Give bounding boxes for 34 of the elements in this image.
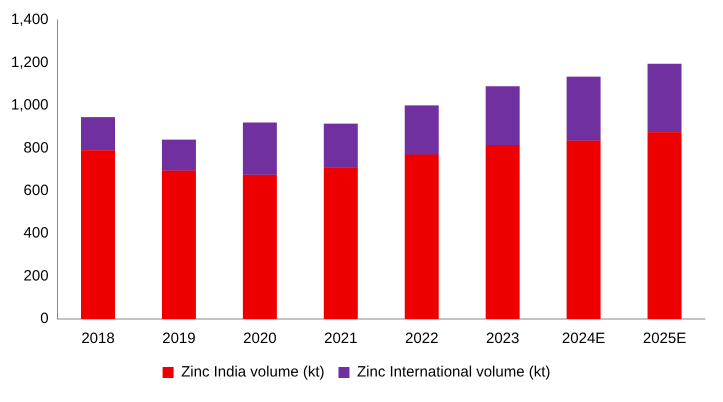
y-tick-label: 1,200 [10, 54, 49, 71]
bar [404, 105, 439, 155]
bar [404, 154, 439, 319]
y-tick-label: 200 [24, 267, 49, 284]
bar [242, 174, 277, 319]
bar [486, 144, 520, 319]
y-tick-label: 600 [24, 182, 49, 199]
bar [648, 64, 682, 132]
y-tick-label: 1,400 [10, 11, 49, 28]
x-tick-label: 2018 [81, 330, 115, 348]
bar [324, 167, 358, 319]
bar [81, 117, 115, 150]
bar [242, 122, 277, 175]
x-tick-label: 2020 [243, 330, 277, 348]
y-tick-label: 800 [24, 139, 49, 156]
bar [162, 140, 196, 171]
bar [648, 132, 682, 319]
bar [162, 170, 196, 319]
y-tick-label: 400 [24, 224, 49, 242]
y-tick-label: 1,000 [10, 96, 49, 114]
bar [566, 76, 601, 141]
bar [81, 150, 115, 319]
x-tick-label: 2019 [162, 330, 196, 348]
x-tick-label: 2024E [562, 330, 606, 348]
x-tick-label: 2025E [642, 330, 686, 348]
y-tick-label: 0 [40, 310, 49, 328]
bar [324, 124, 358, 168]
legend-label: Zinc International volume (kt) [356, 364, 550, 381]
bar [486, 86, 520, 145]
bar [566, 140, 601, 319]
x-tick-label: 2021 [324, 330, 358, 348]
x-tick-label: 2022 [405, 330, 438, 348]
x-tick-label: 2023 [486, 330, 520, 348]
legend-label: Zinc India volume (kt) [181, 364, 324, 381]
